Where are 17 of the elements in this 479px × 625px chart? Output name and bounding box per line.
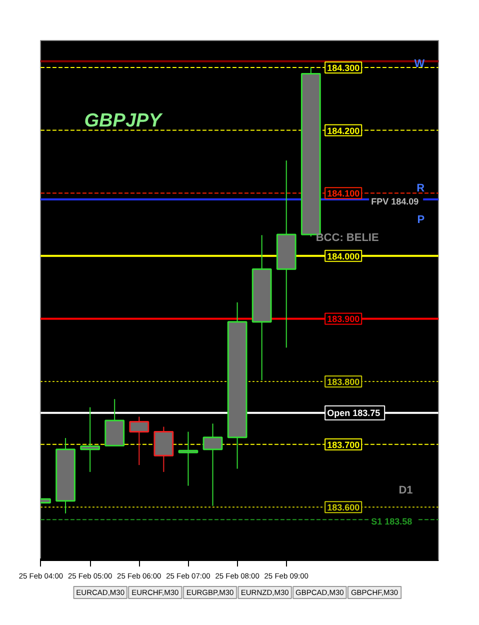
text: R <box>416 182 425 195</box>
ref-line-label: 183.600 <box>327 502 360 513</box>
text: W <box>414 58 426 70</box>
ref-line-label: Open 183.75 <box>327 408 380 418</box>
ref-line-label: 183.900 <box>327 314 360 324</box>
ref-line-label: 183.800 <box>327 377 360 388</box>
ref-line-label: 184.200 <box>327 126 360 136</box>
text: P <box>417 214 425 226</box>
ref-line-label: 184.100 <box>327 188 360 199</box>
ref-line-label: 184.300 <box>327 63 360 74</box>
ref-line-label: 184.000 <box>327 251 360 262</box>
text: GBPJPY <box>84 110 164 132</box>
ref-line-label: FPV 184.09 <box>371 196 419 206</box>
ref-line-label: 183.700 <box>327 440 360 450</box>
ref-line-label: S1 183.58 <box>371 516 412 527</box>
text: D1 <box>398 484 413 496</box>
annotation: BCC: BELIE <box>316 232 379 244</box>
